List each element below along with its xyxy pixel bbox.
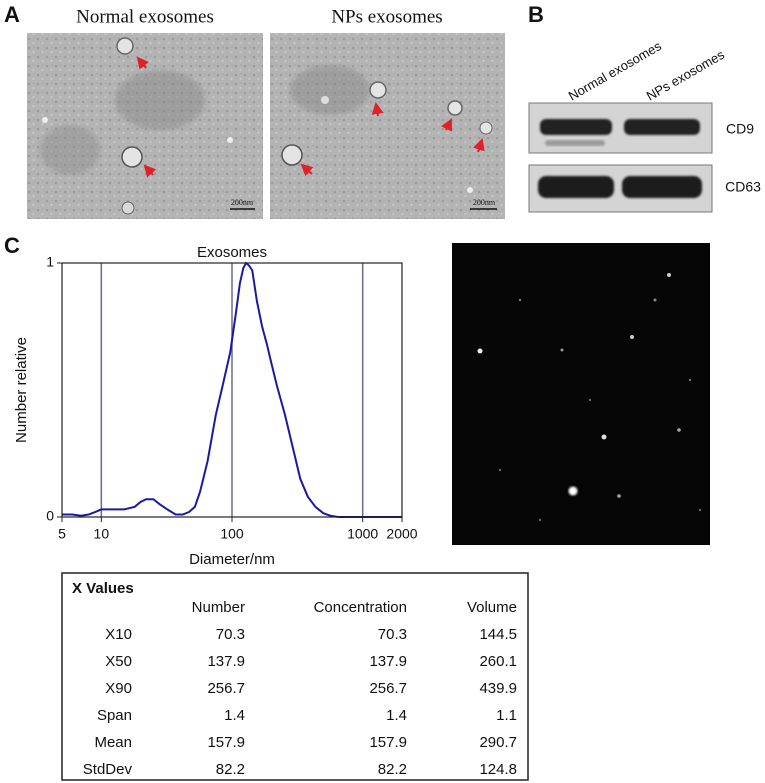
data-line bbox=[62, 261, 402, 518]
y-axis-label: Number relative bbox=[13, 337, 30, 443]
column-header: Volume bbox=[467, 599, 517, 616]
table-cell: 256.7 bbox=[207, 680, 245, 697]
table-cell: 124.8 bbox=[479, 761, 517, 778]
band-label: CD63 bbox=[725, 179, 761, 195]
table-cell: 260.1 bbox=[479, 653, 517, 670]
chart-title: Exosomes bbox=[197, 244, 267, 261]
image-label: Normal exosomes bbox=[76, 6, 214, 27]
table-cell: 256.7 bbox=[369, 680, 407, 697]
row-label: Span bbox=[97, 707, 132, 724]
scale-bar-label: 200nm bbox=[231, 198, 254, 207]
band-label: CD9 bbox=[726, 121, 754, 137]
x-axis-label: Diameter/nm bbox=[189, 551, 275, 568]
row-label: StdDev bbox=[83, 761, 133, 778]
table-cell: 1.4 bbox=[224, 707, 245, 724]
scale-bar-label: 200nm bbox=[473, 198, 496, 207]
image-label: NPs exosomes bbox=[331, 6, 442, 27]
western-blot bbox=[528, 102, 713, 213]
table-cell: 1.4 bbox=[386, 707, 407, 724]
table-cell: 1.1 bbox=[496, 707, 517, 724]
nta-image bbox=[452, 243, 710, 545]
table-frame bbox=[61, 572, 529, 781]
plot-area: 5 10 100 1000 2000 0 1 bbox=[46, 254, 418, 542]
y-tick-label: 0 bbox=[46, 508, 54, 524]
table-cell: 70.3 bbox=[216, 626, 245, 643]
tem-image bbox=[27, 33, 263, 219]
x-tick-label: 100 bbox=[220, 526, 244, 542]
table-cell: 439.9 bbox=[479, 680, 517, 697]
table: Number Concentration Volume X10 70.3 70.3 144.… bbox=[83, 599, 517, 778]
row-label: X10 bbox=[105, 626, 132, 643]
table-cell: 70.3 bbox=[378, 626, 407, 643]
panel-label: B bbox=[528, 2, 544, 27]
row-label: Mean bbox=[94, 734, 132, 751]
table-cell: 290.7 bbox=[479, 734, 517, 751]
panel-label: C bbox=[4, 233, 20, 258]
row-label: X50 bbox=[105, 653, 132, 670]
x-tick-label: 5 bbox=[58, 526, 66, 542]
table-cell: 137.9 bbox=[369, 653, 407, 670]
y-tick-label: 1 bbox=[46, 254, 54, 270]
table-cell: 144.5 bbox=[479, 626, 517, 643]
row-label: X90 bbox=[105, 680, 132, 697]
x-tick-label: 10 bbox=[94, 526, 110, 542]
x-tick-label: 2000 bbox=[386, 526, 417, 542]
table-cell: 82.2 bbox=[216, 761, 245, 778]
plot-frame bbox=[61, 262, 403, 518]
panel-label: A bbox=[4, 2, 20, 27]
column-header: Number bbox=[192, 599, 245, 616]
table-cell: 157.9 bbox=[369, 734, 407, 751]
table-title: X Values bbox=[72, 580, 134, 597]
tem-image bbox=[270, 33, 505, 219]
table-cell: 82.2 bbox=[378, 761, 407, 778]
column-header: Concentration bbox=[314, 599, 407, 616]
table-cell: 137.9 bbox=[207, 653, 245, 670]
table-cell: 157.9 bbox=[207, 734, 245, 751]
x-tick-label: 1000 bbox=[347, 526, 378, 542]
